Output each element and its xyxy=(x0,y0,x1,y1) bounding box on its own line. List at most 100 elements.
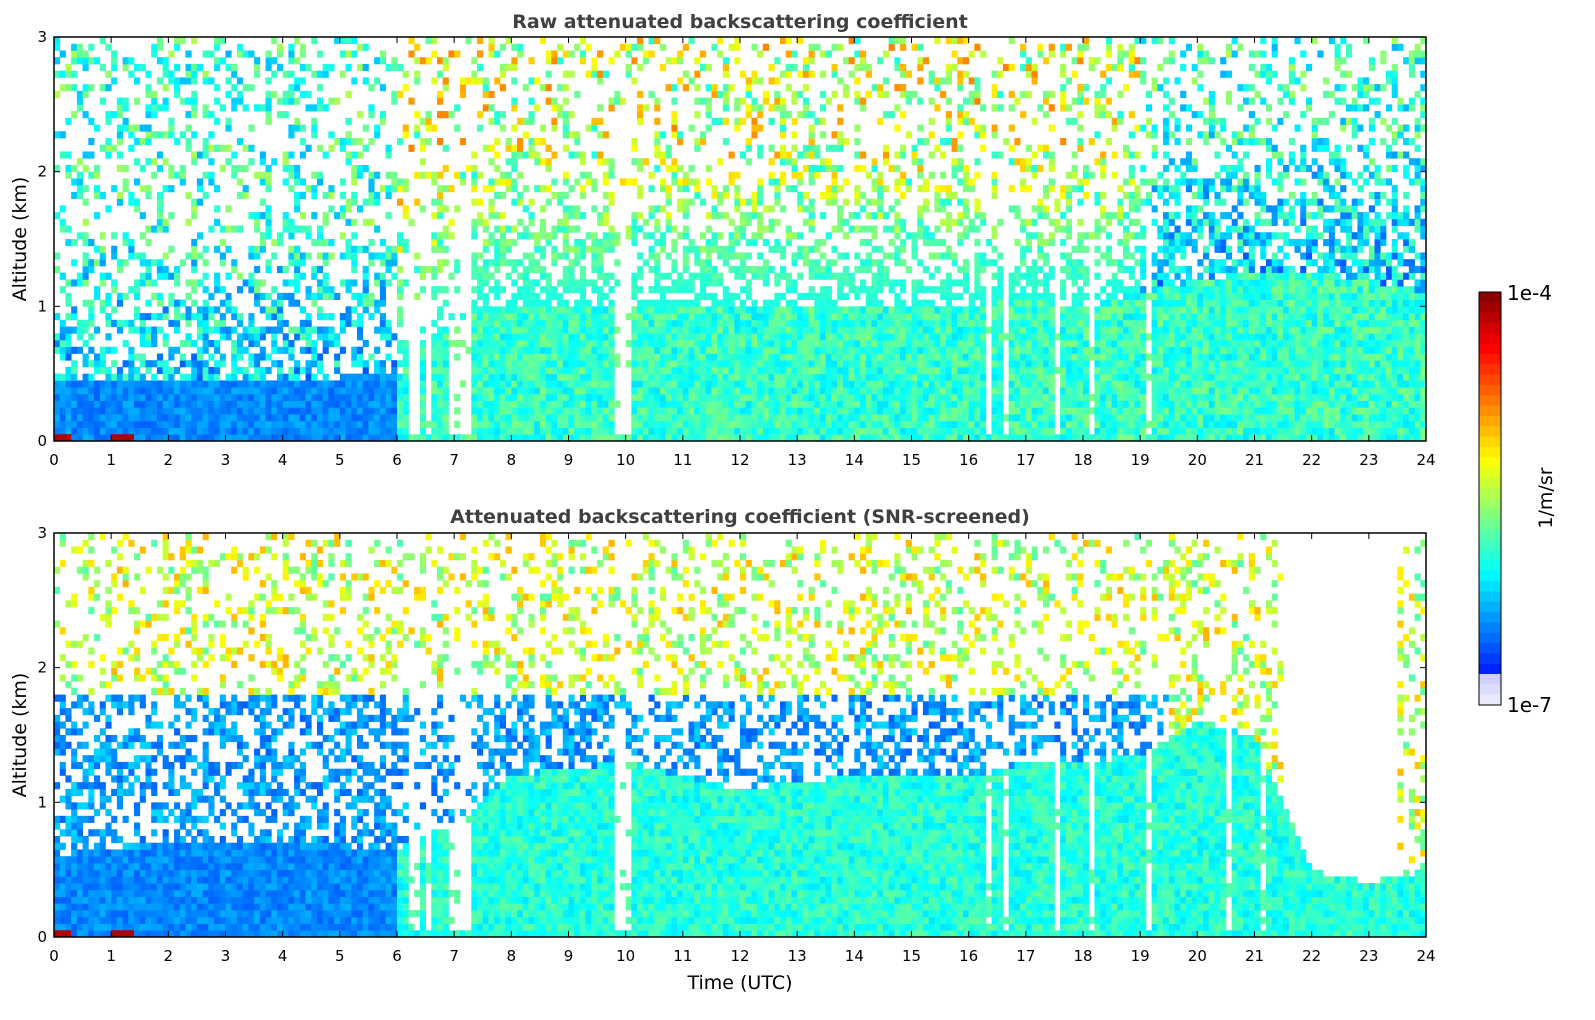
heatmap-cell xyxy=(443,185,449,192)
heatmap-cell xyxy=(769,421,775,428)
heatmap-cell xyxy=(180,428,186,435)
heatmap-cell xyxy=(77,394,83,401)
heatmap-cell xyxy=(723,374,729,381)
heatmap-cell xyxy=(214,44,220,51)
heatmap-cell xyxy=(831,172,837,179)
heatmap-cell xyxy=(952,367,958,374)
heatmap-cell xyxy=(306,401,312,408)
heatmap-cell xyxy=(820,313,826,320)
heatmap-cell xyxy=(677,131,683,138)
heatmap-cell xyxy=(231,374,237,381)
heatmap-cell xyxy=(734,192,740,199)
heatmap-cell xyxy=(151,394,157,401)
heatmap-cell xyxy=(174,91,180,98)
heatmap-cell xyxy=(506,273,512,280)
heatmap-cell xyxy=(894,232,900,239)
heatmap-cell xyxy=(346,205,352,212)
heatmap-cell xyxy=(363,421,369,428)
heatmap-cell xyxy=(957,380,963,387)
heatmap-cell xyxy=(346,320,352,327)
heatmap-cell xyxy=(534,185,540,192)
heatmap-cell xyxy=(757,50,763,57)
heatmap-cell xyxy=(168,374,174,381)
heatmap-cell xyxy=(60,131,66,138)
heatmap-cell xyxy=(83,353,89,360)
heatmap-cell xyxy=(649,421,655,428)
heatmap-cell xyxy=(231,347,237,354)
heatmap-cell xyxy=(894,313,900,320)
heatmap-cell xyxy=(831,367,837,374)
heatmap-cell xyxy=(391,252,397,259)
heatmap-cell xyxy=(346,306,352,313)
heatmap-cell xyxy=(443,360,449,367)
heatmap-cell xyxy=(420,407,426,414)
heatmap-cell xyxy=(586,320,592,327)
heatmap-cell xyxy=(860,340,866,347)
heatmap-cell xyxy=(814,374,820,381)
heatmap-cell xyxy=(597,367,603,374)
heatmap-cell xyxy=(689,37,695,44)
heatmap-cell xyxy=(854,199,860,206)
heatmap-cell xyxy=(506,421,512,428)
heatmap-cell xyxy=(883,367,889,374)
heatmap-cell xyxy=(380,380,386,387)
heatmap-cell xyxy=(877,273,883,280)
heatmap-cell xyxy=(483,300,489,307)
heatmap-cell xyxy=(534,158,540,165)
heatmap-cell xyxy=(649,401,655,408)
heatmap-cell xyxy=(877,380,883,387)
heatmap-cell xyxy=(163,266,169,273)
heatmap-cell xyxy=(363,428,369,435)
heatmap-cell xyxy=(814,327,820,334)
heatmap-cell xyxy=(408,219,414,226)
heatmap-cell xyxy=(431,125,437,132)
heatmap-cell xyxy=(717,407,723,414)
heatmap-cell xyxy=(809,151,815,158)
heatmap-cell xyxy=(706,414,712,421)
heatmap-cell xyxy=(671,367,677,374)
heatmap-cell xyxy=(534,320,540,327)
heatmap-cell xyxy=(277,327,283,334)
heatmap-cell xyxy=(506,259,512,266)
heatmap-cell xyxy=(540,286,546,293)
heatmap-cell xyxy=(683,232,689,239)
heatmap-cell xyxy=(734,44,740,51)
heatmap-cell xyxy=(500,428,506,435)
heatmap-cell xyxy=(123,380,129,387)
heatmap-cell xyxy=(946,360,952,367)
heatmap-cell xyxy=(117,111,123,118)
heatmap-cell xyxy=(386,266,392,273)
heatmap-cell xyxy=(831,165,837,172)
heatmap-cell xyxy=(557,428,563,435)
heatmap-cell xyxy=(71,387,77,394)
heatmap-cell xyxy=(368,300,374,307)
heatmap-cell xyxy=(626,71,632,78)
heatmap-cell xyxy=(900,360,906,367)
heatmap-cell xyxy=(866,407,872,414)
heatmap-cell xyxy=(540,320,546,327)
heatmap-cell xyxy=(791,421,797,428)
heatmap-cell xyxy=(820,252,826,259)
heatmap-cell xyxy=(871,259,877,266)
heatmap-cell xyxy=(454,286,460,293)
heatmap-cell xyxy=(483,353,489,360)
heatmap-cell xyxy=(511,320,517,327)
heatmap-cell xyxy=(157,199,163,206)
heatmap-cell xyxy=(157,57,163,64)
heatmap-cell xyxy=(271,401,277,408)
heatmap-cell xyxy=(894,380,900,387)
heatmap-cell xyxy=(294,286,300,293)
heatmap-cell xyxy=(248,428,254,435)
heatmap-cell xyxy=(460,138,466,145)
heatmap-cell xyxy=(191,64,197,71)
heatmap-cell xyxy=(780,145,786,152)
heatmap-cell xyxy=(88,151,94,158)
heatmap-cell xyxy=(757,394,763,401)
heatmap-cell xyxy=(128,387,134,394)
heatmap-cell xyxy=(328,239,334,246)
heatmap-cell xyxy=(226,421,232,428)
heatmap-cell xyxy=(546,300,552,307)
heatmap-cell xyxy=(506,138,512,145)
heatmap-cell xyxy=(231,71,237,78)
heatmap-cell xyxy=(288,71,294,78)
